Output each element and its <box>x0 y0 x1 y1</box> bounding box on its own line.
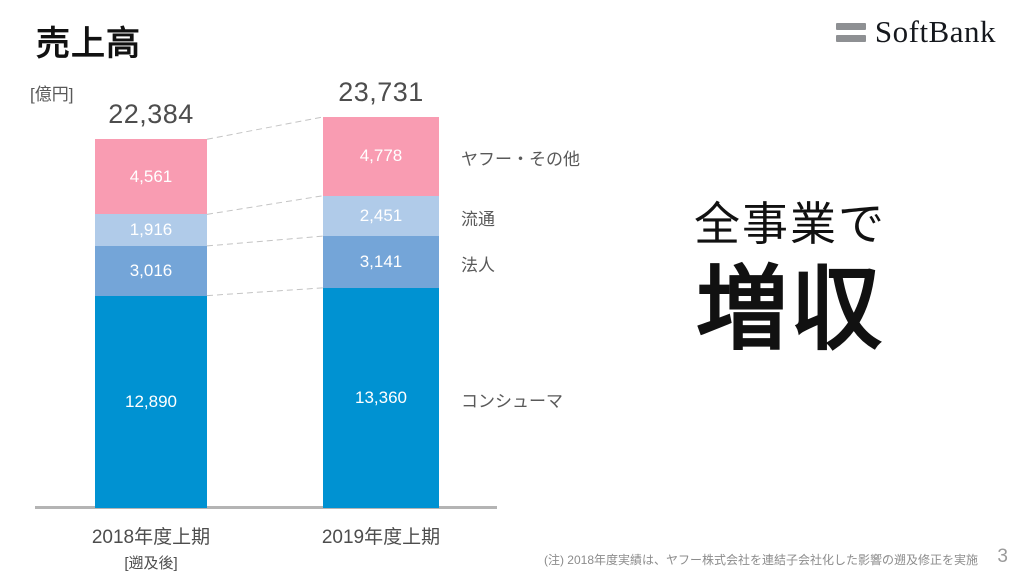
series-label-consumer: コンシューマ <box>461 391 563 411</box>
footnote: (注) 2018年度実績は、ヤフー株式会社を連結子会社化した影響の遡及修正を実施 <box>543 553 978 567</box>
softbank-logo-icon <box>835 22 866 42</box>
bar-1-segment-enterprise: 3,016 <box>95 245 207 296</box>
softbank-logo-text: SoftBank <box>874 14 996 49</box>
category-label-1: 2018年度上期 [遡及後] <box>35 522 267 573</box>
category-name: 2019年度上期 <box>321 527 441 548</box>
key-message-line2: 増収 <box>695 259 884 361</box>
series-label-yahoo-other: ヤフー・その他 <box>461 150 580 170</box>
bar-1-segment-yahoo-other: 4,561 <box>95 139 207 215</box>
connector-line-enterprise <box>206 235 324 247</box>
category-name: 2018年度上期 <box>91 527 211 548</box>
segment-value-label: 2,451 <box>359 205 403 225</box>
total-label-2: 23,731 <box>338 77 424 108</box>
segment-value-label: 3,016 <box>129 260 173 280</box>
bar-2-segment-distribution: 2,451 <box>323 195 439 237</box>
segment-value-label: 1,916 <box>129 220 173 240</box>
connector-line-consumer <box>206 287 324 297</box>
segment-value-label: 12,890 <box>125 391 177 411</box>
key-message: 全事業で 増収 <box>610 188 970 359</box>
chart-baseline <box>35 506 497 509</box>
category-label-2: 2019年度上期 <box>263 522 499 549</box>
bar-2-segment-consumer: 13,360 <box>323 287 439 508</box>
bar-1-segment-consumer: 12,890 <box>95 295 207 508</box>
unit-label: [億円] <box>30 85 74 104</box>
segment-value-label: 4,561 <box>129 166 173 186</box>
segment-value-label: 3,141 <box>359 251 403 271</box>
page-title: 売上高 <box>36 25 141 63</box>
bar-1-segment-distribution: 1,916 <box>95 214 207 246</box>
category-sublabel: [遡及後] <box>124 555 178 572</box>
bar-2-segment-yahoo-other: 4,778 <box>323 117 439 196</box>
total-label-1: 22,384 <box>108 99 194 130</box>
softbank-logo: SoftBank <box>835 14 996 50</box>
connector-line-distribution <box>206 195 324 215</box>
series-label-enterprise: 法人 <box>461 256 495 275</box>
page-number: 3 <box>997 546 1008 567</box>
series-label-distribution: 流通 <box>461 209 495 229</box>
bar-2-segment-enterprise: 3,141 <box>323 236 439 288</box>
segment-value-label: 4,778 <box>359 146 403 166</box>
segment-value-label: 13,360 <box>355 387 407 407</box>
key-message-line1: 全事業で <box>694 198 886 250</box>
